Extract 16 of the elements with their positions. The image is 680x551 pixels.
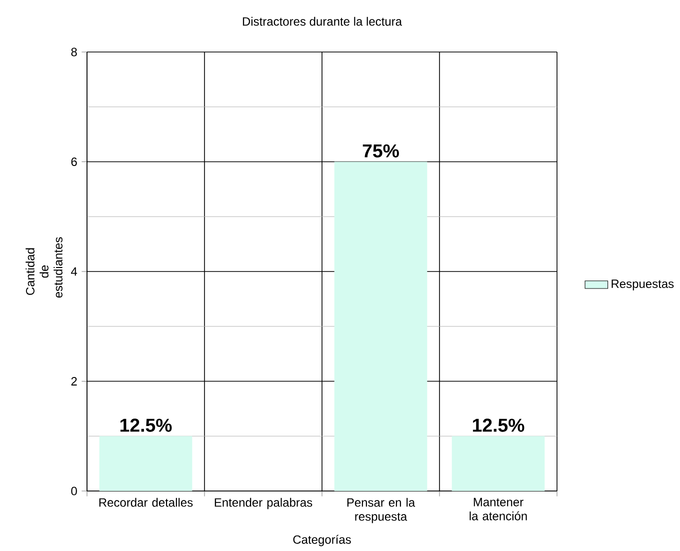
annotation: 75% bbox=[362, 144, 399, 158]
x-tick-label: Pensar en la respuesta bbox=[347, 498, 416, 524]
y-axis-title: Cantidad de estudiantes bbox=[26, 237, 62, 298]
y-tick-label: 4 bbox=[71, 267, 78, 276]
x-axis-title: Categorías bbox=[293, 534, 351, 546]
y-tick-label: 2 bbox=[71, 377, 77, 386]
y-tick-label: 0 bbox=[71, 486, 77, 496]
x-tick-label: Recordar detalles bbox=[99, 498, 193, 507]
x-tick-label: Mantener la atención bbox=[470, 498, 527, 520]
y-tick-label: 6 bbox=[71, 158, 77, 166]
y-tick-label: 8 bbox=[71, 48, 77, 56]
annotation: 12.5% bbox=[472, 418, 524, 432]
legend-label: Respuestas bbox=[612, 280, 674, 290]
annotation: 12.5% bbox=[120, 418, 172, 432]
chart-title: Distractores durante la lectura bbox=[242, 16, 402, 26]
x-tick-label: Entender palabras bbox=[214, 498, 312, 510]
